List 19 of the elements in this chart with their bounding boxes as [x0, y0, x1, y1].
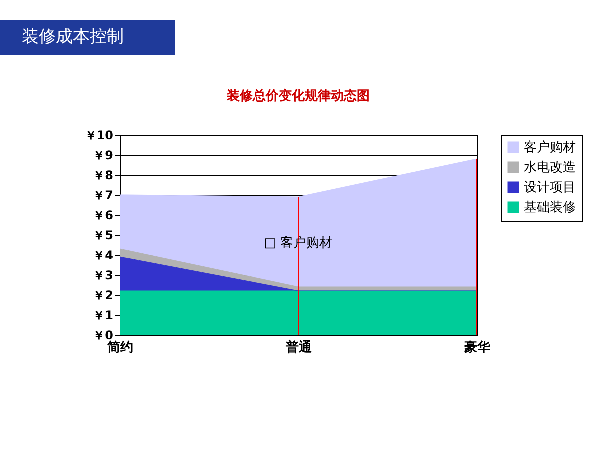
y-tick-label: ￥7	[93, 188, 114, 202]
y-tick-label: ￥5	[93, 228, 114, 242]
legend-label: 客户购材	[524, 140, 576, 156]
y-tick-label: ￥10	[84, 128, 114, 142]
legend-label: 基础装修	[524, 200, 576, 216]
chart-title: 装修总价变化规律动态图	[226, 88, 370, 104]
y-tick-label: ￥6	[93, 208, 114, 222]
y-tick-label: ￥8	[93, 168, 114, 182]
x-tick-label: 简约	[106, 340, 134, 356]
x-tick-label: 普通	[285, 340, 313, 356]
y-tick-label: ￥4	[93, 248, 114, 262]
x-tick-label: 豪华	[464, 340, 492, 356]
text: 装修成本控制	[0, 20, 175, 55]
y-tick-label: ￥2	[93, 288, 114, 302]
legend-label: 设计项目	[524, 180, 576, 196]
y-tick-label: ￥3	[93, 268, 114, 282]
y-tick-label: ￥1	[93, 308, 114, 322]
y-tick-label: ￥9	[93, 148, 114, 162]
legend-label: 水电改造	[524, 160, 576, 176]
